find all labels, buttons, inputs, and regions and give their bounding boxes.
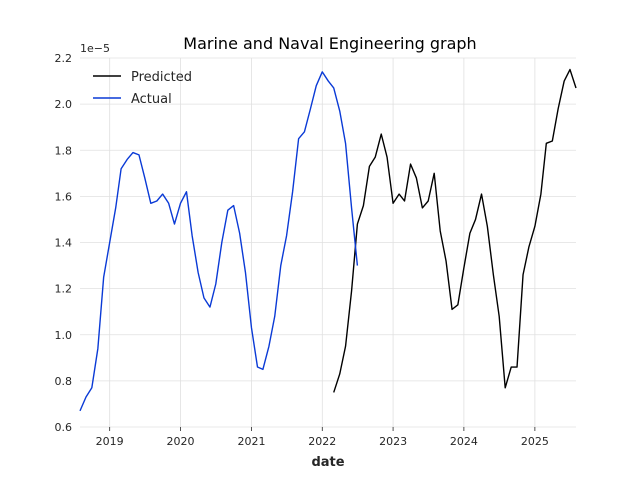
x-tick-labels: 2019 2020 2021 2022 2023 2024 2025 — [96, 435, 549, 448]
y-tick-label: 1.2 — [55, 283, 73, 296]
series-line-predicted — [333, 68, 577, 393]
grid-lines — [80, 57, 576, 431]
y-offset-label: 1e−5 — [80, 42, 110, 55]
legend-entry-predicted: Predicted — [131, 70, 192, 85]
series-line-actual — [79, 71, 359, 412]
x-tick-label: 2019 — [96, 435, 124, 448]
x-axis-label: date — [311, 455, 344, 470]
x-tick-label: 2020 — [166, 435, 194, 448]
y-tick-label: 0.8 — [55, 375, 73, 388]
x-tick-label: 2021 — [237, 435, 265, 448]
legend: Predicted Actual — [93, 70, 192, 107]
legend-entry-actual: Actual — [131, 92, 172, 107]
y-tick-label: 1.4 — [55, 237, 73, 250]
x-tick-label: 2024 — [450, 435, 478, 448]
y-tick-label: 1.6 — [55, 190, 73, 203]
y-tick-label: 2.0 — [55, 98, 73, 111]
y-tick-label: 0.6 — [55, 421, 73, 434]
y-tick-label: 1.8 — [55, 144, 73, 157]
chart-title: Marine and Naval Engineering graph — [183, 34, 476, 53]
x-tick-label: 2025 — [521, 435, 549, 448]
y-tick-label: 1.0 — [55, 329, 73, 342]
x-tick-label: 2023 — [379, 435, 407, 448]
x-tick-label: 2022 — [308, 435, 336, 448]
y-tick-label: 2.2 — [55, 52, 73, 65]
y-tick-labels: 0.6 0.8 1.0 1.2 1.4 1.6 1.8 2.0 2.2 — [55, 52, 73, 434]
series-group — [79, 68, 577, 412]
